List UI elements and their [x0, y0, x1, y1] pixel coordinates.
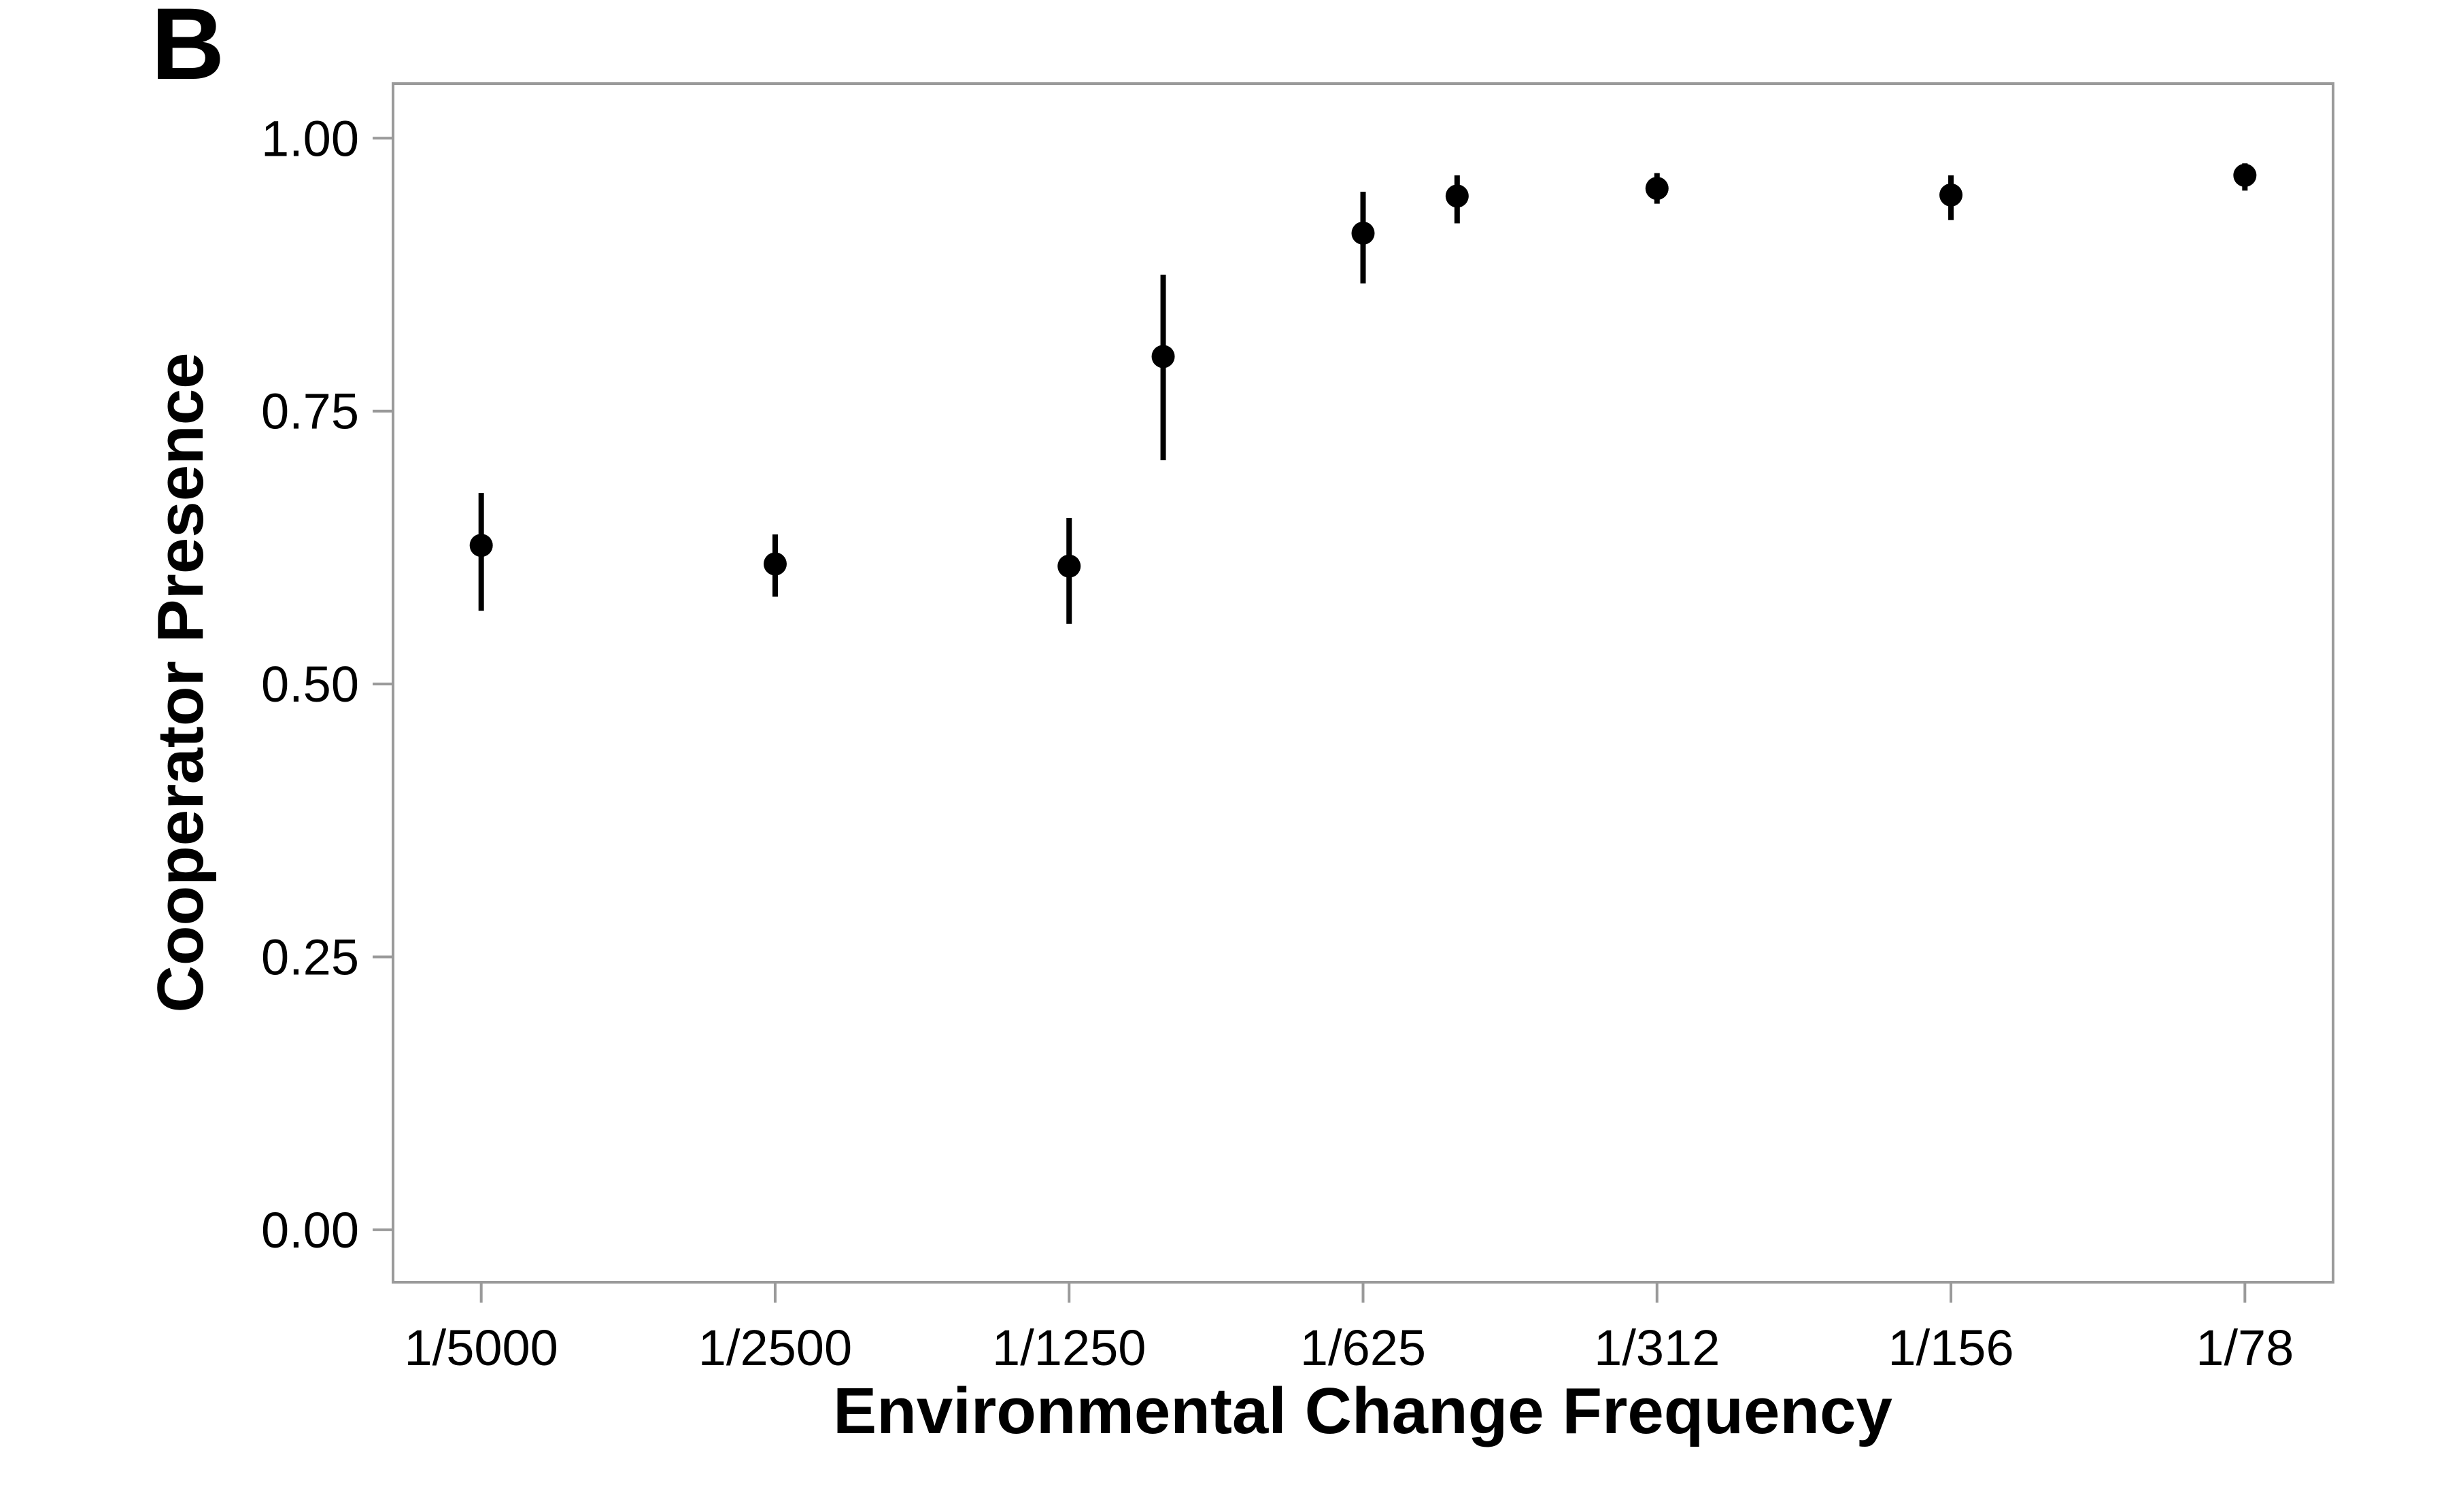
y-tick-label: 0.25 [261, 929, 359, 986]
x-tick-label: 1/1250 [992, 1320, 1146, 1376]
x-axis: 1/5000 1/2500 1/1250 1/625 1/312 1/156 1/78 [405, 1282, 2294, 1376]
data-point [1645, 177, 1669, 201]
data-point [2233, 163, 2257, 187]
x-axis-title: Environmental Change Frequency [833, 1375, 1892, 1447]
x-tick-label: 1/78 [2196, 1320, 2294, 1376]
y-tick-label: 1.00 [261, 110, 359, 167]
x-tick-label: 1/625 [1300, 1320, 1426, 1376]
data-point [1351, 221, 1375, 245]
data-point [1939, 183, 1963, 207]
data-series [469, 163, 2257, 624]
data-point [1445, 184, 1469, 208]
data-point [763, 552, 787, 576]
data-point [469, 534, 493, 557]
y-axis: 0.00 0.25 0.50 0.75 1.00 [261, 110, 393, 1258]
x-tick-label: 1/156 [1888, 1320, 2013, 1376]
x-tick-label: 1/2500 [698, 1320, 852, 1376]
y-tick-label: 0.75 [261, 383, 359, 440]
data-point [1151, 345, 1175, 368]
x-tick-label: 1/5000 [405, 1320, 558, 1376]
data-point [1057, 554, 1081, 578]
panel-label: B [151, 0, 224, 101]
y-axis-title: Cooperator Presence [144, 352, 217, 1012]
y-tick-label: 0.50 [261, 656, 359, 712]
y-tick-label: 0.00 [261, 1202, 359, 1258]
x-tick-label: 1/312 [1594, 1320, 1720, 1376]
